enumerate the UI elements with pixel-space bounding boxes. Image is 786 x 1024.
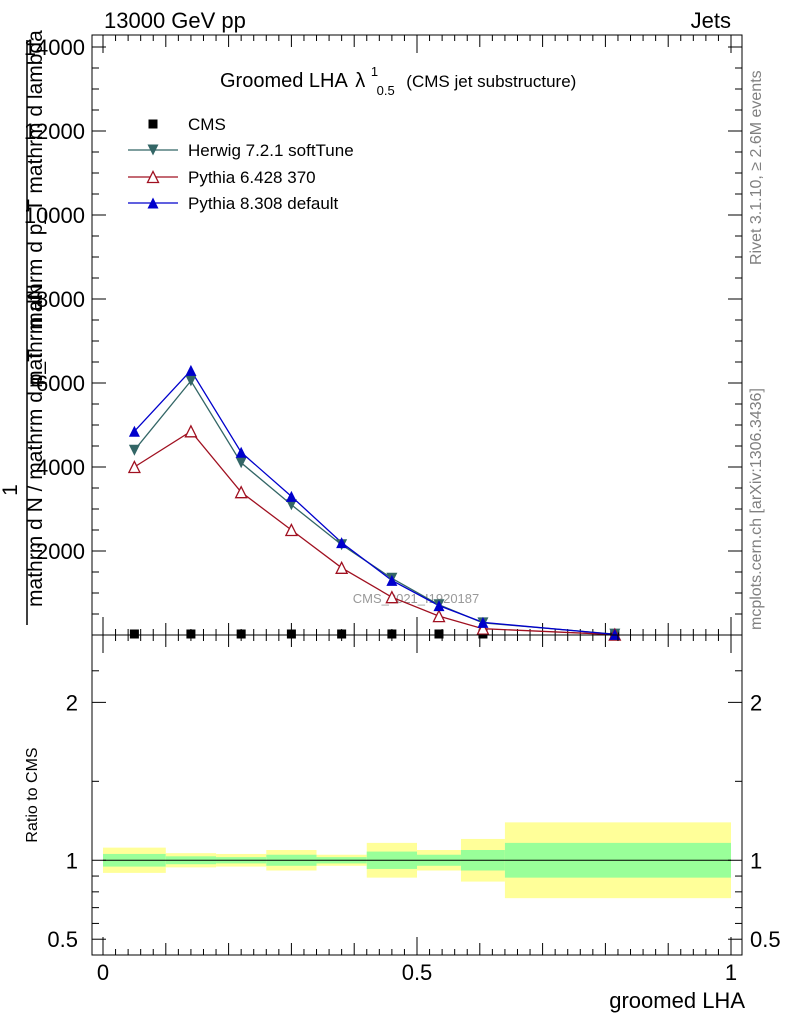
data-point-series-2 xyxy=(284,523,298,537)
y-tick-label: 14000 xyxy=(24,35,85,60)
data-point-series-0 xyxy=(129,629,139,639)
mcplots-label: mcplots.cern.ch [arXiv:1306.3436] xyxy=(748,388,765,630)
data-point-series-0 xyxy=(286,629,296,639)
data-point-series-3 xyxy=(285,490,297,502)
data-point-series-1 xyxy=(128,444,140,456)
x-tick-label: 0 xyxy=(97,960,109,985)
legend-marker xyxy=(146,170,160,184)
data-point-series-3 xyxy=(433,600,445,612)
data-point-series-3 xyxy=(185,364,197,376)
ratio-x-ticks: 0 0.5 1 xyxy=(97,635,737,985)
ratio-plot-frame xyxy=(91,634,743,956)
data-point-series-1 xyxy=(185,375,197,387)
data-point-series-3 xyxy=(477,616,489,628)
y-tick-label: 4000 xyxy=(36,455,85,480)
legend-marker xyxy=(147,144,159,156)
y-axis-label-line2: mathrm d p_T mathrm d lambda xyxy=(24,30,47,330)
y-axis-label-denominator: mathrm d N / mathrm d p_T xyxy=(24,349,47,607)
legend-entry: Herwig 7.2.1 softTune xyxy=(188,141,354,160)
y-axis-label-numerator: 1 xyxy=(0,484,22,496)
data-point-series-2 xyxy=(127,460,141,474)
data-point-series-0 xyxy=(337,629,347,639)
data-point-series-2 xyxy=(234,485,248,499)
data-point-series-2 xyxy=(476,621,490,635)
y-axis-label-line1: mathrm dN xyxy=(24,284,47,388)
header-left: 13000 GeV pp xyxy=(104,8,246,33)
legend-entry: CMS xyxy=(188,115,226,134)
rivet-label: Rivet 3.1.10, ≥ 2.6M events xyxy=(748,70,765,265)
header-right: Jets xyxy=(691,8,731,33)
ratio-y-axis-label: Ratio to CMS xyxy=(24,747,41,842)
y-tick-label: 2000 xyxy=(36,539,85,564)
ratio-y-ticks: 0.5 0.5 1 1 2 2 xyxy=(47,670,781,952)
chart-title-sub: 0.5 xyxy=(377,83,395,98)
data-point-series-2 xyxy=(432,609,446,623)
ratio-y-tick-label: 2 xyxy=(66,690,78,715)
main-y-ticks: 2000 4000 6000 8000 10000 12000 14000 xyxy=(24,35,742,615)
data-point-series-2 xyxy=(184,424,198,438)
data-point-series-3 xyxy=(128,425,140,437)
data-point-series-3 xyxy=(386,574,398,586)
chart-title-main: Groomed LHA xyxy=(220,70,348,92)
data-point-series-3 xyxy=(336,537,348,549)
chart-title-sup: 1 xyxy=(371,64,378,79)
data-point-series-0 xyxy=(236,629,246,639)
y-tick-label: 6000 xyxy=(36,371,85,396)
data-point-series-0 xyxy=(387,629,397,639)
y-axis-label: mathrm dN mathrm d p_T mathrm d lambda 1… xyxy=(0,30,47,625)
y-tick-label: 8000 xyxy=(36,287,85,312)
ratio-y-tick-label: 1 xyxy=(66,848,78,873)
chart-title-lambda: λ xyxy=(355,70,365,92)
ratio-y-tick-label-right: 0.5 xyxy=(750,927,781,952)
ratio-y-tick-label-right: 1 xyxy=(750,848,762,873)
x-axis-label: groomed LHA xyxy=(609,988,745,1013)
legend-marker xyxy=(147,197,159,209)
data-point-series-1 xyxy=(285,499,297,511)
y-tick-label: 12000 xyxy=(24,119,85,144)
data-point-series-0 xyxy=(434,629,444,639)
x-tick-label: 1 xyxy=(725,960,737,985)
legend-marker xyxy=(148,119,158,129)
legend-entry: Pythia 8.308 default xyxy=(188,194,339,213)
legend: CMS Herwig 7.2.1 softTune Pythia 6.428 370… xyxy=(128,115,354,213)
data-point-series-1 xyxy=(235,457,247,469)
chart-title-suffix: (CMS jet substructure) xyxy=(406,72,576,91)
watermark: CMS_2021_I1920187 xyxy=(353,591,480,606)
ratio-y-tick-label: 0.5 xyxy=(47,927,78,952)
y-tick-label: 10000 xyxy=(24,203,85,228)
x-tick-label: 0.5 xyxy=(402,960,433,985)
ratio-y-tick-label-right: 2 xyxy=(750,690,762,715)
data-point-series-2 xyxy=(385,590,399,604)
data-point-series-3 xyxy=(235,446,247,458)
data-point-series-0 xyxy=(186,629,196,639)
data-point-series-2 xyxy=(335,560,349,574)
main-series xyxy=(127,364,622,641)
chart-title: Groomed LHA λ 1 0.5 (CMS jet substructur… xyxy=(220,59,576,100)
legend-entry: Pythia 6.428 370 xyxy=(188,168,316,187)
